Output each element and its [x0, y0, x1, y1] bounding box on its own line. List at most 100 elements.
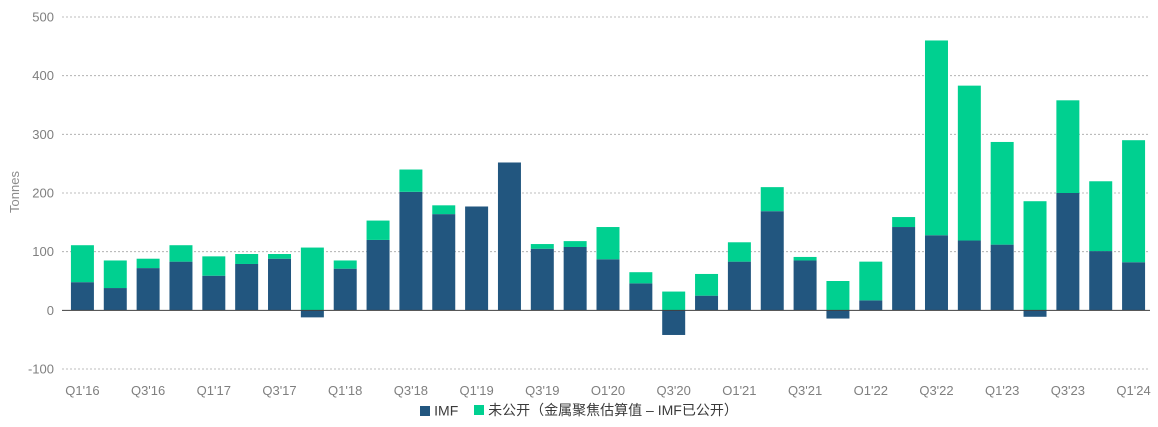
x-tick-label: Q1'16: [65, 383, 99, 398]
bar-undisclosed: [333, 260, 357, 269]
bars: [70, 40, 1146, 335]
legend-label-undisclosed: 未公开（金属聚焦估算值 – IMF已公开）: [488, 402, 738, 418]
x-tick-label: O1'21: [722, 383, 756, 398]
y-tick-label: 500: [32, 10, 54, 25]
bar-imf: [103, 288, 127, 311]
bar-imf: [727, 261, 751, 311]
y-tick-label: 100: [32, 244, 54, 259]
y-tick-label: 0: [47, 303, 54, 318]
bar-imf: [1056, 193, 1080, 311]
x-tick-label: Q3'20: [657, 383, 691, 398]
bar-undisclosed: [760, 187, 784, 212]
x-tick-labels: Q1'16 Q3'16 Q1'17 Q3'17 Q1'18 Q3'18 Q1'19 Q3'19…: [65, 383, 1150, 398]
x-tick-label: Q3'21: [788, 383, 822, 398]
bar-imf: [793, 260, 817, 311]
bar-imf: [1122, 262, 1146, 311]
bar-undisclosed: [1056, 100, 1080, 193]
x-tick-label: Q3'16: [131, 383, 165, 398]
bar-undisclosed: [136, 258, 160, 269]
bar-imf: [70, 282, 94, 311]
bar-imf: [662, 310, 686, 335]
bar-imf: [990, 244, 1014, 311]
x-tick-label: Q3'22: [919, 383, 953, 398]
grid-lines: [62, 16, 1150, 370]
bar-undisclosed: [826, 281, 850, 311]
y-tick-label: 200: [32, 186, 54, 201]
bar-imf: [399, 191, 423, 311]
bar-undisclosed: [432, 205, 456, 215]
bar-imf: [169, 261, 193, 311]
bar-undisclosed: [662, 291, 686, 311]
bar-imf: [235, 263, 259, 311]
bar-imf: [333, 268, 357, 311]
bar-imf: [530, 248, 554, 311]
bar-undisclosed: [399, 169, 423, 192]
bar-undisclosed: [563, 241, 587, 247]
bar-undisclosed: [103, 260, 127, 289]
bar-undisclosed: [596, 227, 620, 260]
y-tick-label: 400: [32, 68, 54, 83]
x-tick-label: Q1'24: [1116, 383, 1150, 398]
bar-undisclosed: [957, 85, 981, 241]
bar-undisclosed: [1023, 201, 1047, 311]
bar-undisclosed: [892, 217, 916, 228]
bar-undisclosed: [1089, 181, 1113, 252]
bar-imf: [826, 310, 850, 319]
bar-undisclosed: [235, 254, 259, 264]
legend-label-imf: IMF: [434, 402, 459, 419]
x-tick-label: Q3'17: [262, 383, 296, 398]
bar-imf: [892, 227, 916, 311]
bar-imf: [202, 275, 226, 311]
bar-undisclosed: [1122, 140, 1146, 263]
legend-swatch-undisclosed: [474, 405, 485, 415]
bar-imf: [1023, 310, 1047, 317]
bar-undisclosed: [70, 245, 94, 283]
bar-imf: [497, 162, 521, 311]
bar-imf: [136, 268, 160, 311]
bar-undisclosed: [695, 273, 719, 296]
bar-imf: [695, 295, 719, 311]
x-tick-label: Q3'19: [525, 383, 559, 398]
bar-imf: [859, 300, 883, 311]
bar-undisclosed: [924, 40, 948, 236]
bar-imf: [924, 235, 948, 311]
x-tick-label: O1'22: [854, 383, 888, 398]
bar-imf: [563, 246, 587, 311]
bar-undisclosed: [990, 141, 1014, 245]
bar-imf: [957, 240, 981, 311]
bar-undisclosed: [202, 256, 226, 276]
legend-item-imf: IMF: [420, 401, 459, 419]
legend: IMF 未公开（金属聚焦估算值 – IMF已公开）: [0, 400, 1158, 420]
y-tick-label: -100: [28, 362, 54, 377]
x-tick-label: O1'20: [591, 383, 625, 398]
bar-imf: [465, 206, 489, 311]
x-tick-label: Q1'18: [328, 383, 362, 398]
bar-undisclosed: [300, 247, 324, 311]
y-tick-labels: -100 0 100 200 300 400 500: [28, 10, 54, 377]
x-tick-label: Q1'19: [459, 383, 493, 398]
x-tick-label: Q3'23: [1051, 383, 1085, 398]
bar-imf: [760, 211, 784, 311]
bar-undisclosed: [366, 220, 390, 240]
bar-imf: [629, 283, 653, 311]
bar-undisclosed: [530, 244, 554, 249]
bar-undisclosed: [727, 242, 751, 262]
bar-imf: [1089, 251, 1113, 311]
x-tick-label: Q1'17: [197, 383, 231, 398]
bar-undisclosed: [629, 272, 653, 284]
legend-swatch-imf: [420, 405, 431, 416]
bar-undisclosed: [859, 261, 883, 301]
y-axis-label: Tonnes: [7, 171, 22, 213]
x-tick-label: Q1'23: [985, 383, 1019, 398]
bar-undisclosed: [268, 254, 292, 259]
bar-undisclosed: [793, 256, 817, 261]
x-tick-label: Q3'18: [394, 383, 428, 398]
bar-undisclosed: [169, 245, 193, 262]
bar-imf: [366, 239, 390, 311]
bar-imf: [596, 259, 620, 311]
bar-imf: [432, 214, 456, 311]
bar-imf: [300, 310, 324, 318]
bar-imf: [268, 258, 292, 311]
y-tick-label: 300: [32, 127, 54, 142]
